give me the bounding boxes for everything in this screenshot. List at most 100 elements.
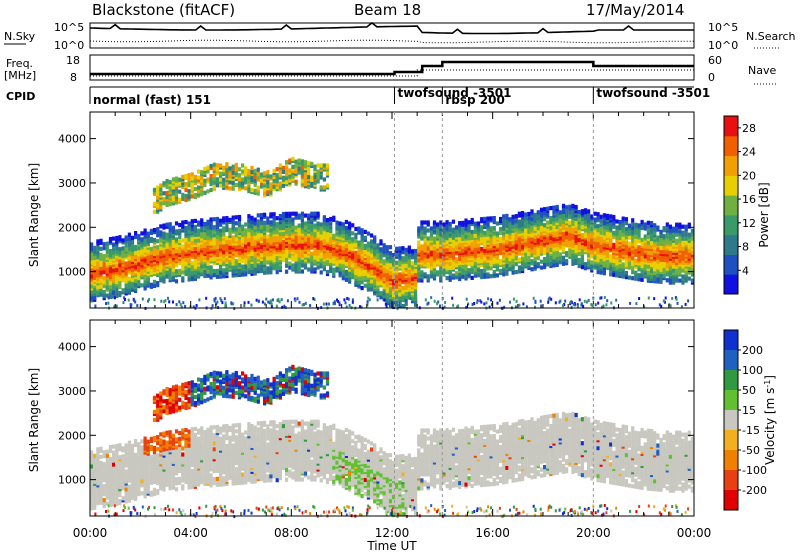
power-cell bbox=[285, 249, 289, 254]
power-cell bbox=[174, 279, 179, 284]
power-cell bbox=[646, 234, 650, 239]
power-cell bbox=[285, 166, 289, 171]
power-cell bbox=[237, 167, 242, 172]
power-cell bbox=[376, 255, 380, 260]
power-cell bbox=[388, 245, 393, 250]
power-cell bbox=[209, 174, 213, 179]
power-cell bbox=[181, 276, 185, 281]
power-cell bbox=[250, 269, 254, 274]
power-cell bbox=[243, 301, 246, 305]
power-cell bbox=[558, 252, 562, 257]
power-cell bbox=[555, 216, 559, 222]
power-cell bbox=[156, 281, 160, 286]
power-cell bbox=[222, 165, 226, 170]
power-cell bbox=[124, 243, 128, 248]
power-cell bbox=[137, 246, 141, 251]
power-cell bbox=[332, 267, 336, 272]
power-cell bbox=[272, 220, 276, 225]
power-cell bbox=[159, 201, 163, 206]
power-cell bbox=[278, 214, 282, 219]
power-cell bbox=[615, 261, 619, 266]
power-cell bbox=[195, 304, 198, 307]
power-cell bbox=[546, 252, 550, 257]
power-cell bbox=[310, 223, 314, 228]
power-cell bbox=[259, 221, 264, 226]
power-cell bbox=[130, 239, 135, 244]
power-cell bbox=[543, 257, 547, 262]
power-cell bbox=[181, 174, 185, 179]
power-cell bbox=[193, 174, 197, 180]
power-cell bbox=[571, 213, 575, 218]
power-cell bbox=[93, 287, 97, 292]
power-cell bbox=[184, 241, 188, 247]
power-cell bbox=[278, 237, 282, 243]
power-cell bbox=[505, 213, 509, 218]
power-cell bbox=[499, 216, 503, 222]
power-cell bbox=[146, 267, 150, 272]
power-cell bbox=[621, 222, 625, 227]
power-cell bbox=[565, 209, 569, 214]
power-cell bbox=[294, 299, 297, 303]
power-cell bbox=[162, 279, 166, 284]
power-cell bbox=[247, 214, 251, 219]
power-cell bbox=[250, 255, 254, 260]
power-cell bbox=[549, 247, 553, 253]
power-cell bbox=[209, 233, 213, 238]
power-cell bbox=[297, 251, 301, 256]
power-cell bbox=[590, 226, 594, 231]
power-cell bbox=[228, 180, 232, 185]
power-cell bbox=[631, 222, 635, 227]
power-cell bbox=[313, 215, 317, 220]
power-cell bbox=[285, 211, 289, 216]
power-cell bbox=[568, 210, 572, 215]
power-cell bbox=[178, 228, 182, 233]
power-cell bbox=[539, 207, 544, 212]
power-cell bbox=[514, 224, 518, 229]
power-cell bbox=[184, 304, 187, 308]
power-cell bbox=[127, 232, 131, 237]
power-cell bbox=[363, 229, 367, 234]
power-cell bbox=[281, 169, 286, 174]
power-cell bbox=[300, 211, 304, 216]
power-cell bbox=[668, 270, 672, 275]
power-cell bbox=[508, 223, 512, 228]
power-cell bbox=[593, 211, 597, 216]
power-cell bbox=[137, 262, 141, 267]
power-cell bbox=[521, 256, 525, 262]
power-cell bbox=[105, 249, 109, 254]
power-cell bbox=[454, 275, 459, 280]
power-cell bbox=[407, 259, 411, 264]
power-cell bbox=[583, 208, 588, 213]
n-sky-label: N.Sky bbox=[4, 30, 36, 43]
power-cell bbox=[577, 210, 581, 215]
power-cell bbox=[247, 270, 251, 275]
power-cell bbox=[426, 220, 430, 225]
power-cell bbox=[587, 243, 591, 248]
power-cell bbox=[403, 304, 406, 308]
power-cell bbox=[168, 222, 172, 227]
power-cell bbox=[275, 270, 279, 275]
power-cell bbox=[215, 167, 219, 172]
power-cell bbox=[112, 254, 116, 259]
power-cell bbox=[285, 160, 289, 165]
power-cell bbox=[291, 217, 295, 222]
power-cell bbox=[343, 298, 346, 302]
power-cell bbox=[483, 216, 487, 221]
power-cell bbox=[407, 287, 411, 292]
power-cell bbox=[206, 219, 210, 224]
power-cell bbox=[417, 266, 421, 271]
power-cell bbox=[423, 272, 427, 277]
power-cell bbox=[137, 274, 141, 279]
power-cell bbox=[247, 242, 251, 247]
power-cell bbox=[574, 260, 578, 265]
power-cell bbox=[108, 288, 113, 294]
power-cell bbox=[499, 268, 503, 273]
power-cell bbox=[184, 232, 188, 237]
power-cell bbox=[180, 305, 183, 309]
power-cell bbox=[561, 255, 566, 260]
power-cell bbox=[181, 192, 185, 197]
power-cell bbox=[297, 213, 301, 218]
power-cell bbox=[108, 269, 113, 274]
power-cell bbox=[137, 234, 141, 239]
